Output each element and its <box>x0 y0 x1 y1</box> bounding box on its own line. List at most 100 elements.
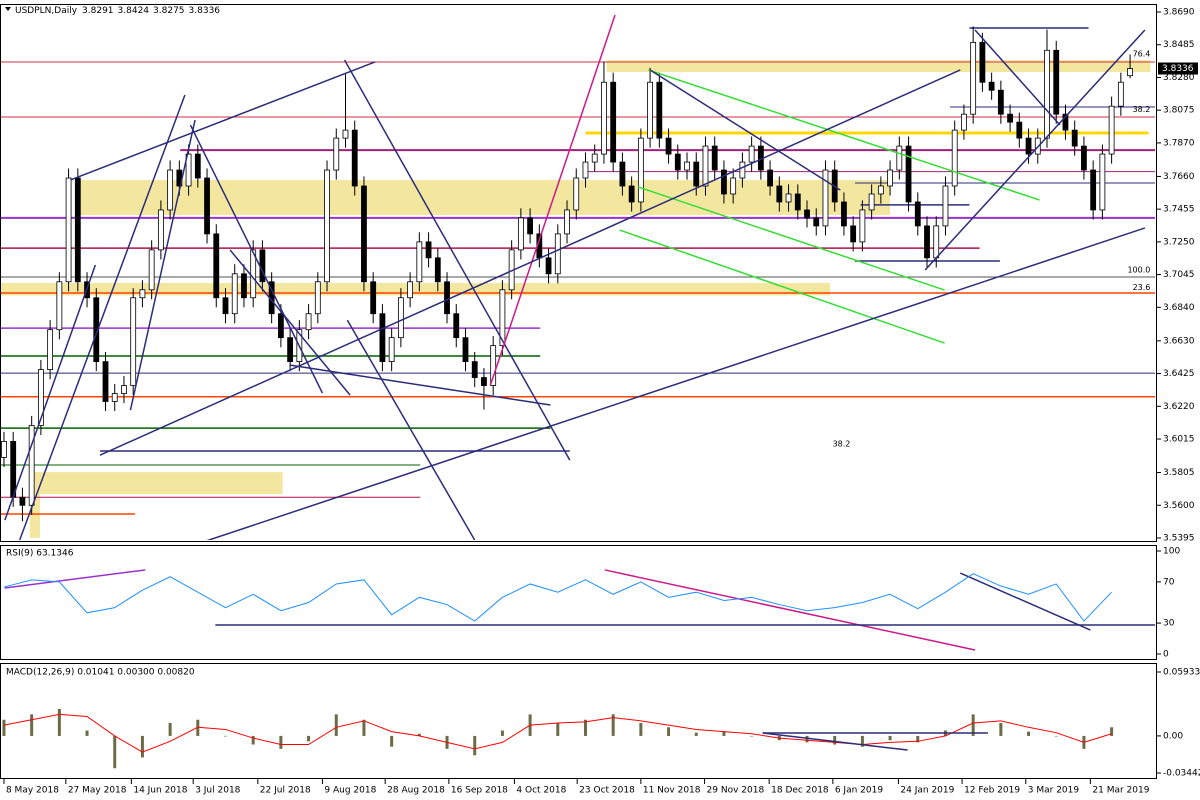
candle-body <box>924 225 930 259</box>
trend-line <box>604 569 976 651</box>
trend-line <box>637 186 945 291</box>
candle-body <box>554 233 561 275</box>
candle-body <box>1099 153 1106 211</box>
x-tick-label: 16 Sep 2018 <box>451 786 508 796</box>
y-tick-label: 3.6630 <box>1163 336 1195 346</box>
candle-body <box>1025 137 1032 155</box>
y-tick-label: 3.5805 <box>1163 468 1195 478</box>
y-tick-label: 0.00 <box>1163 731 1183 741</box>
candle-body <box>1007 113 1013 123</box>
y-tick-label: 3.7250 <box>1163 237 1195 247</box>
macd-bar <box>2 719 6 736</box>
symbol-icon <box>5 7 11 11</box>
candle-body <box>591 153 598 163</box>
candle-body <box>37 369 44 426</box>
trend-line <box>489 14 616 386</box>
candle-body <box>997 89 1004 115</box>
candle-body <box>527 217 534 235</box>
candle-body <box>481 377 487 386</box>
x-tick-label: 3 Jul 2018 <box>195 786 240 796</box>
candle-body <box>730 177 737 195</box>
macd-bar <box>30 714 34 736</box>
candle-body <box>951 129 958 187</box>
candle-body <box>167 169 174 211</box>
candle-body <box>65 177 72 283</box>
trend-line <box>129 119 196 411</box>
x-tick-label: 6 Jan 2019 <box>835 786 883 796</box>
x-tick-label: 22 Jul 2018 <box>260 786 311 796</box>
candle-body <box>610 81 617 163</box>
rsi-line <box>3 573 1112 622</box>
trend-line <box>619 229 945 344</box>
candle-body <box>721 169 727 195</box>
macd-bar <box>1110 727 1114 736</box>
candle-body <box>102 361 109 402</box>
candle-body <box>351 129 358 187</box>
macd-bar <box>307 735 311 742</box>
y-tick-label: 3.7660 <box>1163 172 1195 182</box>
candle-body <box>748 145 755 163</box>
candle-body <box>1117 81 1124 107</box>
candle-body <box>453 313 460 339</box>
candle-body <box>434 257 441 283</box>
macd-bar <box>1027 731 1031 736</box>
candle-body <box>204 177 210 235</box>
candle-body <box>499 289 506 347</box>
candle-body <box>1071 129 1078 147</box>
macd-bar <box>805 735 809 743</box>
candle-body <box>1053 49 1060 115</box>
candle-body <box>333 137 340 171</box>
open-readout: 3.8291 <box>82 6 114 16</box>
x-tick-label: 18 Dec 2018 <box>771 786 829 796</box>
rsi-label: RSI(9) 63.1346 <box>6 549 74 559</box>
trend-line <box>206 227 1146 540</box>
candle-body <box>342 129 349 139</box>
macd-bar <box>916 735 920 743</box>
candle-body <box>1044 49 1050 139</box>
candle-body <box>841 201 847 227</box>
price-tag-label: 3.8336 <box>1162 64 1194 74</box>
macd-bar <box>971 714 975 736</box>
x-tick-label: 12 Feb 2019 <box>964 786 1020 796</box>
candle-body <box>388 337 395 363</box>
fib-label: 38.2 <box>1133 105 1151 114</box>
candle-body <box>979 41 986 83</box>
macd-bar <box>85 730 89 736</box>
candle-body <box>10 441 17 498</box>
x-tick-label: 8 May 2018 <box>6 786 59 796</box>
macd-bar <box>57 708 61 736</box>
x-tick-label: 23 Oct 2018 <box>579 786 635 796</box>
y-tick-label: 3.5600 <box>1163 501 1195 511</box>
candle-body <box>767 169 773 187</box>
y-tick-label: 3.5395 <box>1163 534 1195 544</box>
candle-body <box>379 313 386 363</box>
x-tick-label: 27 May 2018 <box>68 786 127 796</box>
y-tick-label: 3.6840 <box>1163 303 1195 313</box>
candle-body <box>887 169 893 187</box>
x-tick-label: 11 Nov 2018 <box>643 786 701 796</box>
macd-bar <box>473 735 477 756</box>
candle-body <box>822 169 829 227</box>
macd-bar <box>362 719 366 736</box>
candle-body <box>361 185 367 283</box>
y-tick-label: 3.8485 <box>1163 40 1195 50</box>
rsi-frame <box>0 545 1157 660</box>
macd-bar <box>113 735 117 769</box>
trend-line <box>924 29 1146 271</box>
candle-body <box>425 241 432 259</box>
candle-body <box>185 153 192 187</box>
candle-body <box>988 81 995 91</box>
x-tick-label: 4 Oct 2018 <box>516 786 566 796</box>
price-panel: 76.4 38.2 100.0 23.6 38.2 <box>1 14 1155 540</box>
candle-body <box>324 169 330 283</box>
candle-body <box>241 273 247 299</box>
candle-body <box>776 185 783 203</box>
macd-bar <box>500 730 504 736</box>
macd-bar <box>583 719 587 736</box>
candle-body <box>19 496 26 506</box>
candle-body <box>545 257 552 275</box>
candle-body <box>859 209 866 243</box>
candle-body <box>637 137 644 203</box>
candle-body <box>739 161 746 179</box>
